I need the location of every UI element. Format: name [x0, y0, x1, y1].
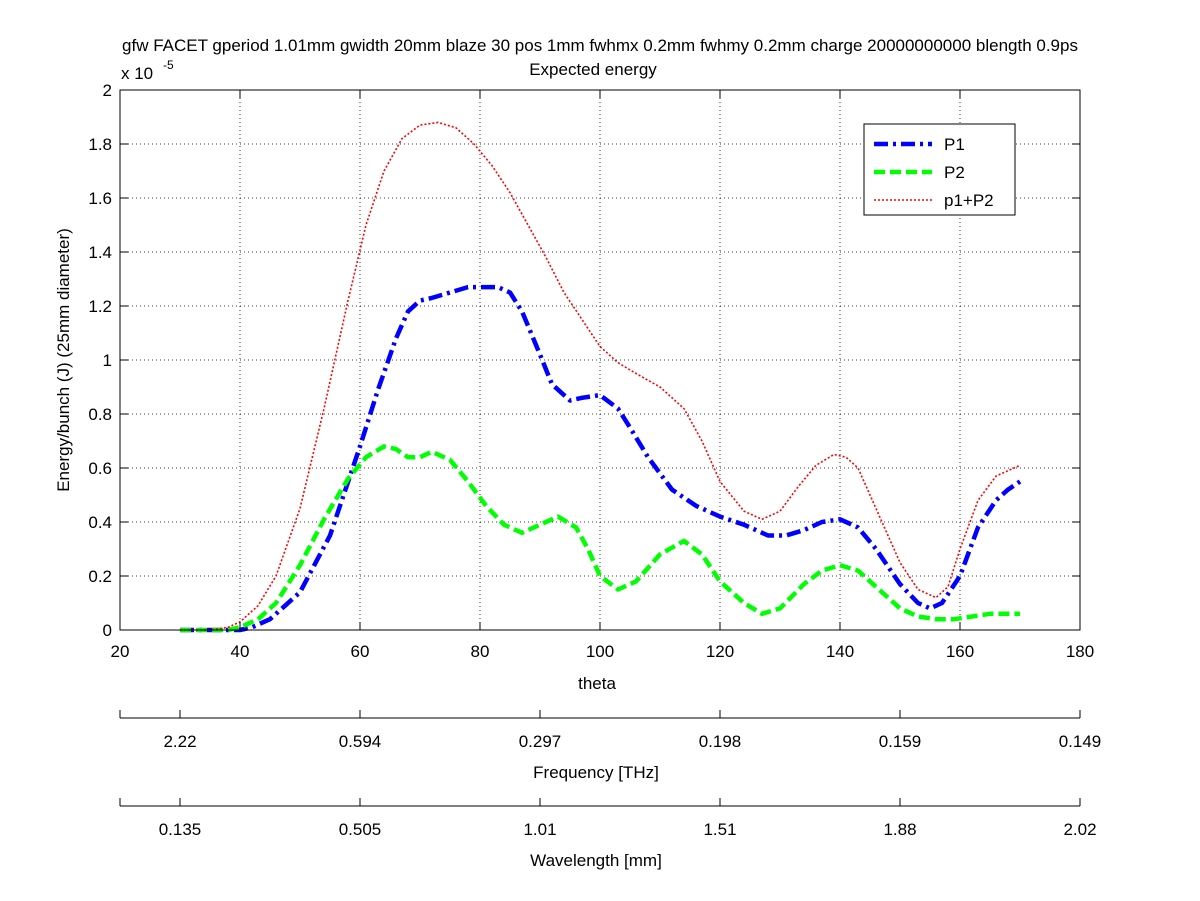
x-tick-label: 100	[586, 642, 614, 661]
legend-label-p1: P1	[944, 135, 965, 154]
y-tick-label: 0	[103, 621, 112, 640]
tick-labels: 20 40 60 80 100 120 140 160 180 0 0.2 0.4 0.6 0.8 1 1.2…	[88, 81, 1094, 661]
secondary-axes: 2.22 0.594 0.297 0.198 0.159 0.149 0.135 0.505 1…	[119, 710, 1102, 839]
y-tick-label: 0.6	[88, 459, 112, 478]
axes	[119, 89, 1081, 631]
y-tick-label: 1	[103, 351, 112, 370]
chart-subtitle: Expected energy	[529, 60, 657, 79]
y-tick-label: 0.4	[88, 513, 112, 532]
wavelength-tick-label: 1.88	[883, 820, 916, 839]
y-tick-label: 2	[103, 81, 112, 100]
x-tick-label: 180	[1066, 642, 1094, 661]
frequency-axis-label: Frequency [THz]	[533, 763, 659, 782]
frequency-tick-label: 0.594	[339, 732, 382, 751]
chart-title: gfw FACET gperiod 1.01mm gwidth 20mm bla…	[122, 36, 1078, 55]
frequency-tick-label: 0.159	[879, 732, 922, 751]
x-tick-label: 20	[111, 642, 130, 661]
wavelength-tick-label: 0.505	[339, 820, 382, 839]
legend-label-sum: p1+P2	[944, 191, 994, 210]
x-tick-label: 40	[231, 642, 250, 661]
y-tick-label: 1.2	[88, 297, 112, 316]
frequency-tick-label: 0.149	[1059, 732, 1102, 751]
y-tick-label: 1.6	[88, 189, 112, 208]
wavelength-tick-label: 2.02	[1063, 820, 1096, 839]
y-multiplier-base: x 10	[121, 64, 153, 83]
legend-label-p2: P2	[944, 163, 965, 182]
x-tick-label: 140	[826, 642, 854, 661]
wavelength-tick-label: 1.01	[523, 820, 556, 839]
y-tick-label: 0.8	[88, 405, 112, 424]
wavelength-tick-label: 0.135	[159, 820, 202, 839]
y-multiplier-exponent: -5	[163, 58, 174, 72]
y-tick-label: 1.4	[88, 243, 112, 262]
frequency-tick-label: 0.297	[519, 732, 562, 751]
frequency-tick-label: 0.198	[699, 732, 742, 751]
y-tick-label: 0.2	[88, 567, 112, 586]
series-line-p2	[180, 444, 1020, 633]
series-layer	[180, 121, 1022, 633]
grid	[120, 90, 1080, 630]
x-tick-label: 80	[471, 642, 490, 661]
series-line-p1	[180, 284, 1022, 633]
legend: P1 P2 p1+P2	[863, 123, 1016, 216]
wavelength-tick-label: 1.51	[703, 820, 736, 839]
x-axis-label: theta	[578, 674, 616, 693]
series-line-sum	[180, 121, 1021, 631]
x-tick-label: 60	[351, 642, 370, 661]
wavelength-axis-label: Wavelength [mm]	[530, 851, 662, 870]
x-tick-label: 120	[706, 642, 734, 661]
y-axis-label: Energy/bunch (J) (25mm diameter)	[54, 228, 73, 492]
x-tick-label: 160	[946, 642, 974, 661]
y-tick-label: 1.8	[88, 135, 112, 154]
frequency-tick-label: 2.22	[163, 732, 196, 751]
y-multiplier: x 10 -5	[121, 58, 174, 83]
legend-box	[863, 123, 1016, 216]
